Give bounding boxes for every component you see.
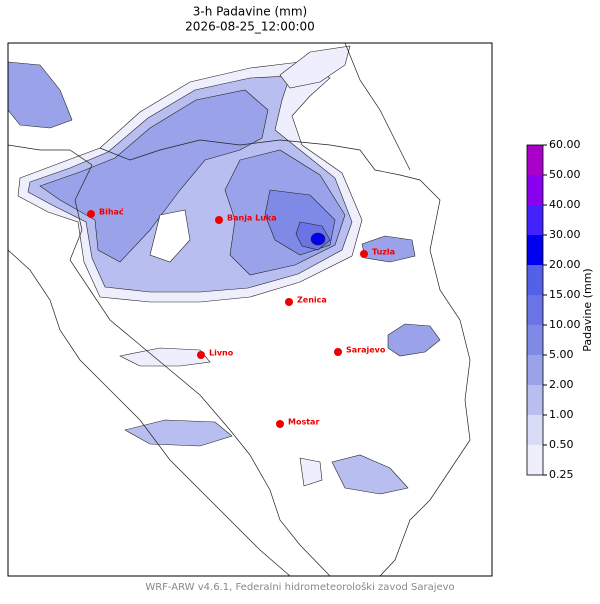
city-label: Livno (209, 349, 234, 358)
city-marker (87, 210, 95, 218)
colorbar-band (527, 355, 543, 385)
colorbar-band (527, 265, 543, 295)
colorbar-tick-label: 40.00 (549, 198, 581, 211)
precip-gap (149, 209, 191, 263)
colorbar-tick-label: 0.25 (549, 468, 574, 481)
city-label: Bihać (99, 207, 124, 217)
precip-area (39, 89, 269, 263)
colorbar-band (527, 295, 543, 325)
colorbar-tick-label: 0.50 (549, 438, 574, 451)
precip-core (310, 232, 326, 246)
precip-area (8, 61, 73, 129)
precip-area (331, 454, 409, 495)
colorbar-band (527, 415, 543, 445)
colorbar-tick-label: 5.00 (549, 348, 574, 361)
precip-area (279, 45, 351, 89)
colorbar-tick-label: 50.00 (549, 168, 581, 181)
precip-area (119, 347, 211, 367)
map (8, 43, 492, 576)
city-marker (334, 348, 342, 356)
city-marker (360, 250, 368, 258)
colorbar-band (527, 445, 543, 475)
precip-area (124, 419, 233, 447)
map-frame (7, 42, 493, 577)
border (8, 249, 291, 576)
colorbar-band (527, 385, 543, 415)
colorbar-tick-label: 2.00 (549, 378, 574, 391)
border (99, 139, 471, 576)
city-marker (285, 298, 293, 306)
border (344, 43, 411, 171)
precip-area (299, 457, 323, 487)
colorbar-band (527, 145, 543, 175)
city-label: Sarajevo (346, 346, 386, 355)
colorbar-tick-label: 60.00 (549, 138, 581, 151)
footer: WRF-ARW v4.6.1, Federalni hidrometeorolo… (145, 581, 454, 593)
title: 3-h Padavine (mm) (193, 5, 307, 19)
colorbar-tick-label: 10.00 (549, 318, 581, 331)
colorbar-tick-label: 20.00 (549, 258, 581, 271)
subtitle: 2026-08-25_12:00:00 (185, 20, 315, 34)
colorbar-band (527, 175, 543, 205)
city-marker (215, 216, 223, 224)
precip-area (387, 323, 441, 357)
colorbar-band (527, 235, 543, 265)
city-marker (197, 351, 205, 359)
colorbar-tick-label: 30.00 (549, 228, 581, 241)
colorbar-band (527, 325, 543, 355)
city-label: Tuzla (372, 248, 395, 257)
precip-area (361, 235, 416, 263)
colorbar-frame (526, 144, 544, 476)
city-label: Mostar (288, 418, 319, 427)
city-marker (276, 420, 284, 428)
city-label: Banja Luka (227, 214, 277, 223)
border (8, 144, 331, 576)
colorbar-label: Padavine (mm) (581, 268, 594, 351)
colorbar-band (527, 205, 543, 235)
colorbar-tick-label: 1.00 (549, 408, 574, 421)
city-label: Zenica (297, 296, 327, 305)
colorbar-tick-label: 15.00 (549, 288, 581, 301)
